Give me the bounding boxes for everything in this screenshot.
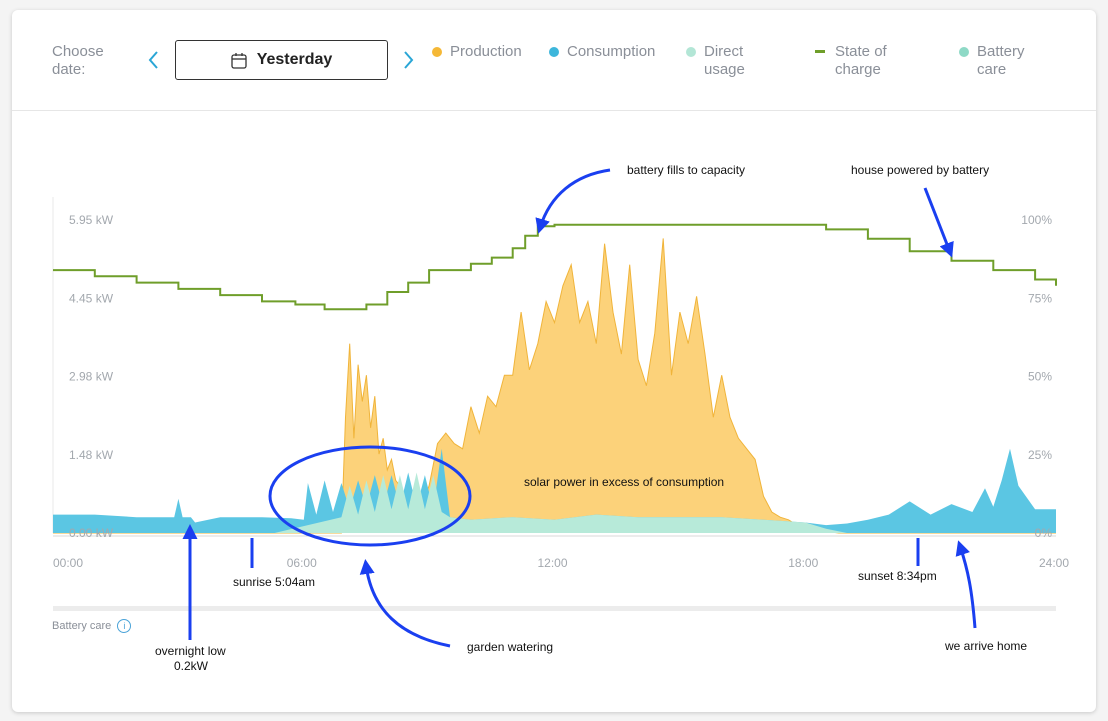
garden-arrow xyxy=(359,559,451,648)
y-tick-left: 2.98 kW xyxy=(69,370,114,384)
previous-day-button[interactable] xyxy=(144,48,164,72)
y-tick-right: 100% xyxy=(1021,213,1052,227)
toolbar: Choose date: Yesterday Production Consump… xyxy=(12,10,1096,111)
legend-label: Direct usage xyxy=(704,43,745,78)
date-picker-button[interactable]: Yesterday xyxy=(175,40,388,80)
chevron-left-icon xyxy=(148,51,158,69)
direct-usage-area xyxy=(53,472,1056,533)
garden-highlight xyxy=(268,445,472,547)
legend-label: Consumption xyxy=(567,43,656,60)
y-tick-left: 4.45 kW xyxy=(69,291,114,305)
legend-label: State of charge xyxy=(835,43,887,78)
y-tick-left: 5.95 kW xyxy=(69,213,114,227)
x-tick: 18:00 xyxy=(788,556,818,570)
battery-care-bar xyxy=(53,606,1056,611)
x-tick: 12:00 xyxy=(538,556,568,570)
house-arrow xyxy=(923,187,954,258)
annotation-overnight-1: overnight low xyxy=(155,644,226,658)
legend-marker xyxy=(549,47,559,57)
calendar-icon xyxy=(231,52,247,69)
legend-item-production[interactable]: Production xyxy=(432,43,522,61)
battery-care-label: Battery care xyxy=(52,620,112,632)
annotation-sunrise: sunrise 5:04am xyxy=(233,575,315,589)
y-tick-right: 0% xyxy=(1035,526,1053,540)
y-tick-right: 25% xyxy=(1028,448,1052,462)
chart-areas xyxy=(52,223,1057,534)
chevron-right-icon xyxy=(404,51,414,69)
grid xyxy=(52,197,1056,537)
annotations: battery fills to capacity house powered … xyxy=(155,163,1027,673)
annotation-solar: solar power in excess of consumption xyxy=(524,475,724,489)
battery-care-row: Battery care i xyxy=(52,619,132,633)
legend-item-consumption[interactable]: Consumption xyxy=(549,43,655,61)
annotation-house: house powered by battery xyxy=(851,163,989,177)
legend-marker xyxy=(686,47,696,57)
legend-item-state-of-charge[interactable]: State of charge xyxy=(815,43,887,79)
axis-ticks: 0.00 kW 1.48 kW 2.98 kW 4.45 kW 5.95 kW 0% 25%… xyxy=(53,213,1069,570)
annotation-home: we arrive home xyxy=(944,639,1027,653)
legend-label: Production xyxy=(450,43,522,60)
y-tick-left: 0.00 kW xyxy=(69,526,114,540)
annotation-garden: garden watering xyxy=(467,640,553,654)
legend-label: Battery care xyxy=(977,43,1025,78)
legend-item-battery-care[interactable]: Battery care xyxy=(959,43,1025,79)
state-of-charge-line xyxy=(52,223,1057,311)
fills-arrow xyxy=(535,168,611,234)
annotation-overnight-2: 0.2kW xyxy=(174,659,209,673)
x-tick: 24:00 xyxy=(1039,556,1069,570)
annotation-fills: battery fills to capacity xyxy=(627,163,745,177)
production-line xyxy=(53,238,1056,534)
y-tick-right: 50% xyxy=(1028,370,1052,384)
y-tick-left: 1.48 kW xyxy=(69,448,114,462)
legend-item-direct-usage[interactable]: Direct usage xyxy=(686,43,745,79)
legend-marker xyxy=(959,47,969,57)
date-value: Yesterday xyxy=(256,51,333,68)
annotation-sunset: sunset 8:34pm xyxy=(858,569,937,583)
choose-date-label: Choose date: xyxy=(52,43,104,78)
next-day-button[interactable] xyxy=(398,48,418,72)
legend-marker xyxy=(432,47,442,57)
consumption-area xyxy=(53,448,1056,533)
info-icon[interactable]: i xyxy=(117,619,132,633)
y-tick-right: 75% xyxy=(1028,291,1052,305)
x-tick: 00:00 xyxy=(53,556,83,570)
legend-marker xyxy=(815,50,825,53)
home-arrow xyxy=(955,540,977,629)
production-area xyxy=(53,238,1056,533)
x-tick: 06:00 xyxy=(287,556,317,570)
